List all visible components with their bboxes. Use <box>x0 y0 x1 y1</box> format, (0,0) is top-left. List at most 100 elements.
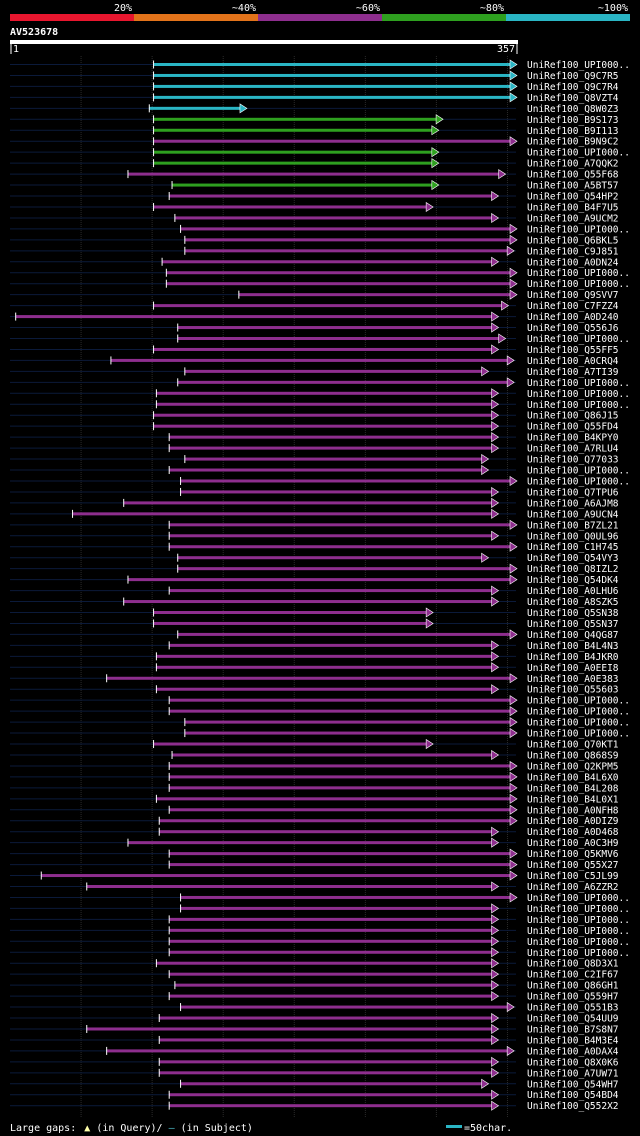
hit-label[interactable]: UniRef100_UPI000.. <box>527 476 630 487</box>
hit-row[interactable]: UniRef100_Q86GH1 <box>10 980 619 992</box>
hit-label[interactable]: UniRef100_C9J851 <box>527 246 619 257</box>
hit-label[interactable]: UniRef100_Q556J6 <box>527 323 619 334</box>
hit-label[interactable]: UniRef100_A5BT57 <box>527 181 619 192</box>
hit-row[interactable]: UniRef100_UPI000.. <box>10 464 630 477</box>
hit-label[interactable]: UniRef100_Q54VY3 <box>527 553 619 564</box>
hit-row[interactable]: UniRef100_UPI000.. <box>10 147 630 159</box>
hit-row[interactable]: UniRef100_Q54VY3 <box>10 552 619 564</box>
hit-row[interactable]: UniRef100_Q8VZT4 <box>10 92 619 104</box>
hit-label[interactable]: UniRef100_UPI000.. <box>527 148 630 159</box>
hit-row[interactable]: UniRef100_A0E383 <box>10 673 619 685</box>
hit-row[interactable]: UniRef100_A7QQK2 <box>10 158 619 170</box>
hit-label[interactable]: UniRef100_A0E383 <box>527 674 619 685</box>
hit-row[interactable]: UniRef100_B4F7U5 <box>10 201 619 213</box>
hit-label[interactable]: UniRef100_UPI000.. <box>527 937 630 948</box>
hit-label[interactable]: UniRef100_C7FZZ4 <box>527 301 619 312</box>
hit-row[interactable]: UniRef100_C7FZZ4 <box>10 300 619 312</box>
hit-row[interactable]: UniRef100_Q5KMV6 <box>10 848 619 860</box>
hit-row[interactable]: UniRef100_A6ZZR2 <box>10 881 619 893</box>
hit-label[interactable]: UniRef100_Q8IZL2 <box>527 564 619 575</box>
hit-row[interactable]: UniRef100_Q5SN38 <box>10 607 619 619</box>
hit-label[interactable]: UniRef100_Q552X2 <box>527 1101 619 1112</box>
hit-label[interactable]: UniRef100_UPI000.. <box>527 904 630 915</box>
hit-label[interactable]: UniRef100_UPI000.. <box>527 224 630 235</box>
hit-label[interactable]: UniRef100_B9I113 <box>527 126 619 137</box>
hit-row[interactable]: UniRef100_Q54DK4 <box>10 574 619 586</box>
hit-label[interactable]: UniRef100_Q5SN37 <box>527 619 619 630</box>
hit-label[interactable]: UniRef100_UPI000.. <box>527 926 630 937</box>
hit-label[interactable]: UniRef100_UPI000.. <box>527 60 630 71</box>
hit-row[interactable]: UniRef100_Q55X27 <box>10 859 619 871</box>
hit-label[interactable]: UniRef100_A7TI39 <box>527 367 619 378</box>
hit-label[interactable]: UniRef100_A0C3H9 <box>527 838 619 849</box>
hit-label[interactable]: UniRef100_A7QQK2 <box>527 159 619 170</box>
hit-row[interactable]: UniRef100_Q8W0Z3 <box>10 103 619 115</box>
hit-label[interactable]: UniRef100_UPI000.. <box>527 729 630 740</box>
hit-row[interactable]: UniRef100_B4L4N3 <box>10 640 619 652</box>
hit-row[interactable]: UniRef100_UPI000.. <box>10 278 630 290</box>
hit-label[interactable]: UniRef100_A0D468 <box>527 827 619 838</box>
hit-row[interactable]: UniRef100_Q2KPM5 <box>10 760 619 772</box>
hit-label[interactable]: UniRef100_A0DIZ9 <box>527 816 619 827</box>
hit-label[interactable]: UniRef100_B4KPY0 <box>527 433 619 444</box>
hit-row[interactable]: UniRef100_Q55603 <box>10 684 619 696</box>
hit-row[interactable]: UniRef100_Q77033 <box>10 454 619 466</box>
hit-row[interactable]: UniRef100_UPI000.. <box>10 695 630 707</box>
hit-label[interactable]: UniRef100_Q8W0Z3 <box>527 104 619 115</box>
hit-row[interactable]: UniRef100_C2IF67 <box>10 969 619 981</box>
hit-label[interactable]: UniRef100_B4L4N3 <box>527 641 619 652</box>
hit-label[interactable]: UniRef100_UPI000.. <box>527 279 630 290</box>
hit-label[interactable]: UniRef100_Q551B3 <box>527 1003 619 1014</box>
hit-row[interactable]: UniRef100_A0D240 <box>10 311 619 323</box>
hit-row[interactable]: UniRef100_A0C3H9 <box>10 837 619 849</box>
hit-row[interactable]: UniRef100_B4M3E4 <box>10 1034 619 1046</box>
hit-label[interactable]: UniRef100_Q54HP2 <box>527 192 619 203</box>
hit-label[interactable]: UniRef100_A6ZZR2 <box>527 882 619 893</box>
hit-row[interactable]: UniRef100_Q5SN37 <box>10 618 619 630</box>
hit-label[interactable]: UniRef100_Q9C7R5 <box>527 71 619 82</box>
hit-label[interactable]: UniRef100_Q55FD4 <box>527 422 619 433</box>
hit-row[interactable]: UniRef100_UPI000.. <box>10 267 630 279</box>
hit-row[interactable]: UniRef100_A9UCM2 <box>10 212 619 224</box>
hit-row[interactable]: UniRef100_A0D468 <box>10 826 619 838</box>
hit-row[interactable]: UniRef100_C9J851 <box>10 245 619 257</box>
hit-row[interactable]: UniRef100_B4JKR0 <box>10 651 619 663</box>
hit-label[interactable]: UniRef100_B4M3E4 <box>527 1035 619 1046</box>
hit-label[interactable]: UniRef100_A0NFH8 <box>527 805 619 816</box>
hit-row[interactable]: UniRef100_Q7TPU6 <box>10 486 619 498</box>
hit-label[interactable]: UniRef100_B7S8N7 <box>527 1024 619 1035</box>
hit-label[interactable]: UniRef100_Q54UU9 <box>527 1014 619 1025</box>
hit-row[interactable]: UniRef100_UPI000.. <box>10 892 630 904</box>
hit-label[interactable]: UniRef100_UPI000.. <box>527 718 630 729</box>
hit-label[interactable]: UniRef100_Q55FF5 <box>527 345 619 356</box>
hit-row[interactable]: UniRef100_B4L208 <box>10 782 619 794</box>
hit-label[interactable]: UniRef100_B9S173 <box>527 115 619 126</box>
hit-label[interactable]: UniRef100_B9N9C2 <box>527 137 619 148</box>
hit-label[interactable]: UniRef100_Q9SVV7 <box>527 290 619 301</box>
hit-row[interactable]: UniRef100_A6AJM8 <box>10 497 619 509</box>
hit-row[interactable]: UniRef100_Q8X0K6 <box>10 1056 619 1068</box>
hit-row[interactable]: UniRef100_A9UCN4 <box>10 508 619 520</box>
hit-row[interactable]: UniRef100_A0CRQ4 <box>10 355 619 367</box>
hit-label[interactable]: UniRef100_Q55603 <box>527 685 619 696</box>
hit-row[interactable]: UniRef100_UPI000.. <box>10 706 630 718</box>
hit-label[interactable]: UniRef100_UPI000.. <box>527 466 630 477</box>
hit-label[interactable]: UniRef100_A0DAX4 <box>527 1046 619 1057</box>
hit-label[interactable]: UniRef100_A9UCM2 <box>527 213 619 224</box>
hit-row[interactable]: UniRef100_A8SZK5 <box>10 596 619 608</box>
hit-row[interactable]: UniRef100_A0NFH8 <box>10 804 619 816</box>
hit-row[interactable]: UniRef100_UPI000.. <box>10 717 630 729</box>
hit-label[interactable]: UniRef100_UPI000.. <box>527 707 630 718</box>
hit-row[interactable]: UniRef100_B9S173 <box>10 114 619 126</box>
hit-row[interactable]: UniRef100_UPI000.. <box>10 903 630 915</box>
hit-row[interactable]: UniRef100_B4L6X0 <box>10 771 619 783</box>
hit-label[interactable]: UniRef100_UPI000.. <box>527 915 630 926</box>
hit-row[interactable]: UniRef100_Q55FF5 <box>10 344 619 356</box>
hit-row[interactable]: UniRef100_C1H745 <box>10 541 619 553</box>
hit-label[interactable]: UniRef100_Q54DK4 <box>527 575 619 586</box>
hit-label[interactable]: UniRef100_UPI000.. <box>527 893 630 904</box>
hit-row[interactable]: UniRef100_A7UW71 <box>10 1067 619 1079</box>
hit-row[interactable]: UniRef100_UPI000.. <box>10 59 630 71</box>
hit-label[interactable]: UniRef100_B4L6X0 <box>527 772 619 783</box>
hit-label[interactable]: UniRef100_B4JKR0 <box>527 652 619 663</box>
